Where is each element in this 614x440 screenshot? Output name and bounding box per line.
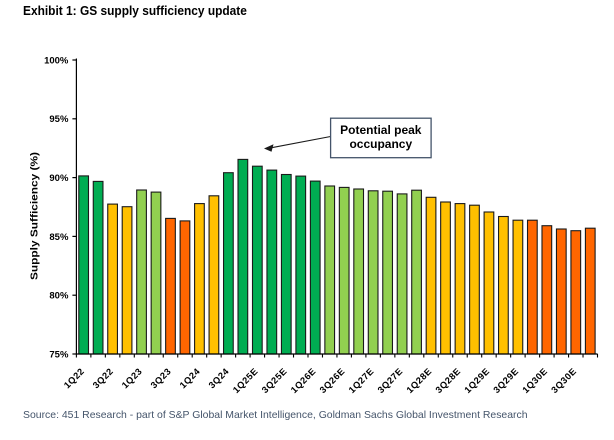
- svg-text:95%: 95%: [49, 114, 69, 125]
- svg-text:1Q28E: 1Q28E: [405, 366, 434, 395]
- svg-text:1Q27E: 1Q27E: [347, 366, 376, 395]
- svg-text:90%: 90%: [49, 173, 69, 184]
- svg-text:1Q23: 1Q23: [120, 366, 144, 390]
- svg-text:occupancy: occupancy: [349, 137, 412, 151]
- svg-text:3Q29E: 3Q29E: [491, 366, 520, 395]
- svg-text:1Q24: 1Q24: [178, 366, 203, 391]
- svg-text:3Q24: 3Q24: [207, 366, 232, 391]
- svg-text:Potential peak: Potential peak: [340, 123, 422, 137]
- svg-text:3Q28E: 3Q28E: [434, 366, 463, 395]
- svg-text:100%: 100%: [44, 55, 69, 66]
- svg-text:3Q30E: 3Q30E: [549, 366, 578, 395]
- svg-text:3Q23: 3Q23: [149, 366, 173, 390]
- svg-text:1Q30E: 1Q30E: [520, 366, 549, 395]
- svg-text:3Q26E: 3Q26E: [318, 366, 347, 395]
- svg-text:75%: 75%: [49, 349, 69, 360]
- svg-text:80%: 80%: [49, 291, 69, 302]
- svg-text:3Q22: 3Q22: [91, 366, 115, 390]
- svg-text:1Q25E: 1Q25E: [231, 366, 260, 395]
- svg-text:Supply Sufficiency (%): Supply Sufficiency (%): [30, 152, 41, 280]
- svg-text:85%: 85%: [49, 232, 69, 243]
- svg-text:3Q27E: 3Q27E: [376, 366, 405, 395]
- svg-text:1Q29E: 1Q29E: [463, 366, 492, 395]
- svg-text:3Q25E: 3Q25E: [260, 366, 289, 395]
- svg-text:1Q26E: 1Q26E: [289, 366, 318, 395]
- svg-text:1Q22: 1Q22: [62, 366, 86, 390]
